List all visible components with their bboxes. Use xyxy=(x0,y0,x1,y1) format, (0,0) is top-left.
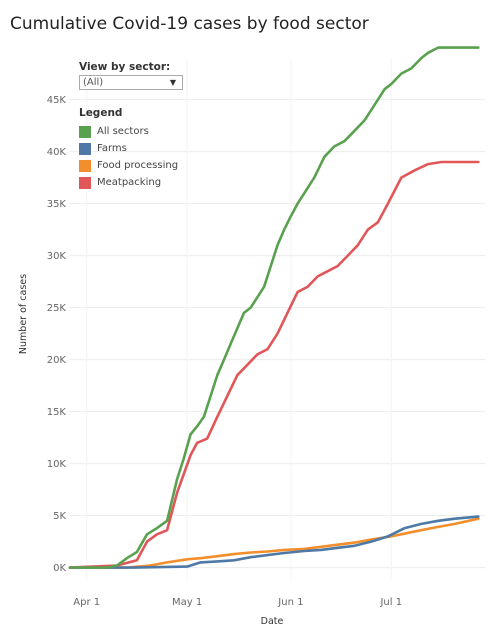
series-line-meatpacking[interactable] xyxy=(68,160,480,569)
legend-swatch xyxy=(79,159,91,172)
y-tick-label: 5K xyxy=(53,511,66,522)
legend-item-meatpacking[interactable]: Meatpacking xyxy=(79,174,178,191)
x-tick-label: May 1 xyxy=(172,597,202,608)
series-line-food-processing[interactable] xyxy=(68,517,480,569)
legend-swatch xyxy=(79,176,91,189)
legend-swatch xyxy=(79,125,91,138)
legend: Legend All sectors Farms Food processing… xyxy=(79,107,178,191)
y-tick-label: 35K xyxy=(47,199,67,210)
legend-item-farms[interactable]: Farms xyxy=(79,140,178,157)
series-line-all-sectors[interactable] xyxy=(68,46,480,569)
legend-title: Legend xyxy=(79,107,123,119)
sector-filter: View by sector: (All) ▼ xyxy=(79,61,183,90)
y-tick-label: 25K xyxy=(47,303,67,314)
y-tick-label: 15K xyxy=(47,407,67,418)
series-lines xyxy=(68,46,480,569)
legend-label: All sectors xyxy=(97,126,149,137)
legend-label: Food processing xyxy=(97,160,179,171)
y-tick-label: 0K xyxy=(53,563,66,574)
legend-label: Meatpacking xyxy=(97,177,162,188)
x-tick-label: Jun 1 xyxy=(277,597,303,608)
legend-item-all-sectors[interactable]: All sectors xyxy=(79,123,178,140)
y-tick-label: 40K xyxy=(47,147,67,158)
legend-item-food-processing[interactable]: Food processing xyxy=(79,157,178,174)
sector-select[interactable]: (All) ▼ xyxy=(79,75,183,90)
y-axis-ticks: 0K 5K 10K 15K 20K 25K 30K 35K 40K 45K xyxy=(47,95,67,574)
chevron-down-icon[interactable]: ▼ xyxy=(169,78,176,87)
legend-swatch xyxy=(79,142,91,155)
y-tick-label: 30K xyxy=(47,251,67,262)
legend-label: Farms xyxy=(97,143,127,154)
filter-label: View by sector: xyxy=(79,61,171,73)
y-tick-label: 20K xyxy=(47,355,67,366)
x-tick-label: Jul 1 xyxy=(379,597,402,608)
gridlines xyxy=(70,58,485,578)
x-tick-label: Apr 1 xyxy=(73,597,100,608)
y-tick-label: 45K xyxy=(47,95,67,106)
x-axis-label: Date xyxy=(261,616,284,627)
series-line-farms[interactable] xyxy=(68,515,480,569)
x-axis-ticks: Apr 1 May 1 Jun 1 Jul 1 xyxy=(73,597,402,608)
chart-title: Cumulative Covid-19 cases by food sector xyxy=(10,14,369,34)
y-tick-label: 10K xyxy=(47,459,67,470)
y-axis-label: Number of cases xyxy=(18,274,29,354)
sector-select-value: (All) xyxy=(83,77,104,88)
